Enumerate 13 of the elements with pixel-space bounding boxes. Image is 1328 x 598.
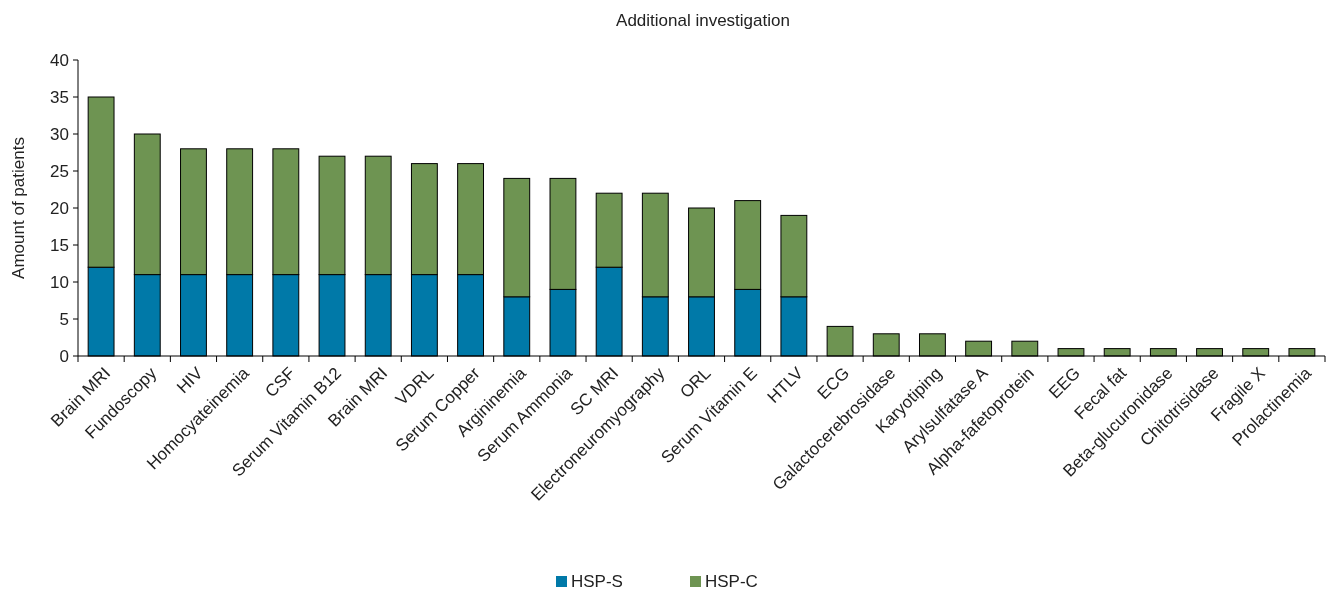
legend-label: HSP-C (705, 572, 758, 591)
y-tick-label: 30 (50, 124, 69, 144)
y-tick-label: 25 (50, 161, 69, 181)
legend-label: HSP-S (571, 572, 623, 591)
y-tick-label: 35 (50, 87, 69, 107)
y-tick-label: 10 (50, 272, 69, 292)
y-tick-label: 5 (59, 309, 69, 329)
chart-title: Additional investigation (616, 11, 790, 30)
y-tick-label: 40 (50, 50, 69, 70)
y-tick-label: 20 (50, 198, 69, 218)
y-tick-label: 15 (50, 235, 69, 255)
y-tick-label: 0 (59, 346, 69, 366)
y-axis-title: Amount of patients (9, 137, 28, 279)
